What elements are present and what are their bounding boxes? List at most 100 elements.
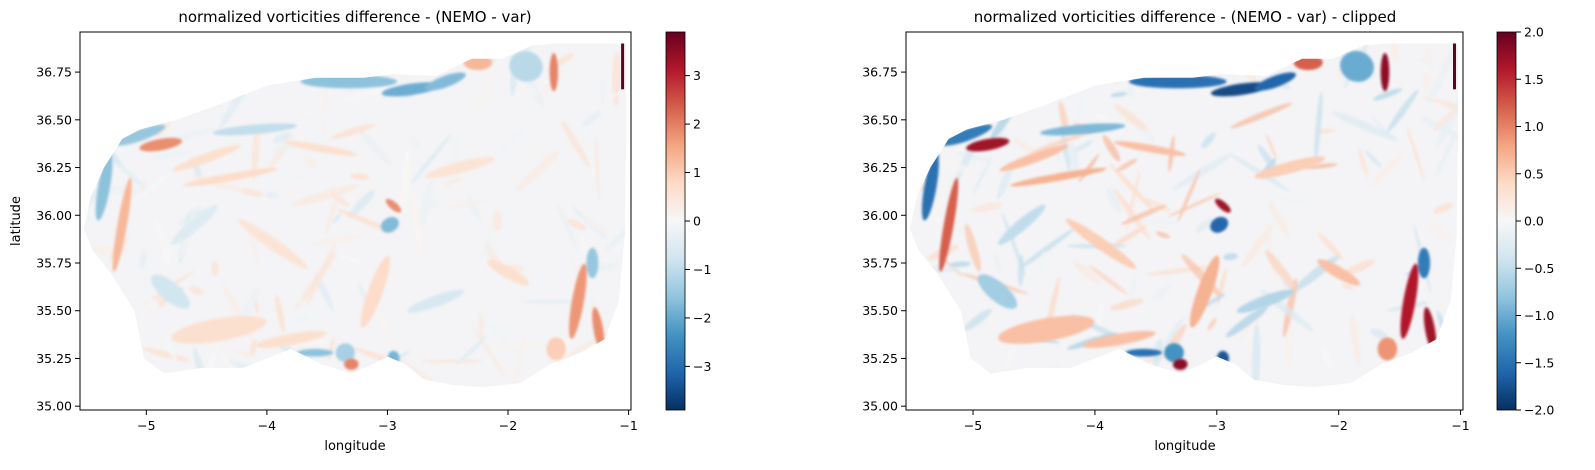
right-colorbar-ticks: −2.0 −1.5 −1.0 −0.5 0.0 0.5 1.0 1.5 2.0 xyxy=(1516,25,1554,418)
right-front-feature xyxy=(999,144,1069,172)
left-front-feature xyxy=(297,348,334,357)
left-texture-streak xyxy=(177,205,202,227)
left-front-feature xyxy=(183,167,279,187)
right-texture-streak xyxy=(1308,43,1336,48)
left-texture-streak xyxy=(154,216,171,267)
right-texture-streak xyxy=(1172,153,1233,190)
right-colorbar-tick-label: 1.0 xyxy=(1524,119,1544,134)
left-texture-streak xyxy=(305,243,336,308)
left-y-tick-label: 36.00 xyxy=(36,208,72,223)
right-texture-streak xyxy=(1090,43,1128,50)
left-texture-streak xyxy=(595,135,600,202)
right-x-tick-label: −1 xyxy=(1451,418,1469,433)
left-front-feature xyxy=(112,177,132,272)
right-texture-streak xyxy=(946,50,959,88)
right-texture-streak xyxy=(1341,284,1354,290)
right-front-feature xyxy=(1400,263,1419,339)
right-y-tick-label: 35.00 xyxy=(862,399,898,414)
left-texture-streak xyxy=(409,187,424,257)
left-texture-streak xyxy=(352,154,365,162)
left-x-tick-label: −2 xyxy=(499,418,517,433)
left-y-tick-label: 35.50 xyxy=(36,303,72,318)
right-texture-streak xyxy=(1081,52,1118,84)
right-front-feature xyxy=(1254,156,1326,179)
left-texture-streak xyxy=(275,294,285,333)
right-colorbar: −2.0 −1.5 −1.0 −0.5 0.0 0.5 1.0 1.5 2.0 xyxy=(1496,25,1554,418)
left-texture-streak xyxy=(235,350,257,358)
right-texture-streak xyxy=(1113,188,1151,240)
left-front-feature xyxy=(172,144,241,172)
right-texture-streak xyxy=(1169,43,1197,69)
left-colorbar-tick-label: 0 xyxy=(693,214,701,229)
left-texture-streak xyxy=(310,235,362,245)
left-front-feature xyxy=(300,74,398,89)
left-texture-streak xyxy=(153,43,157,86)
left-texture-streak xyxy=(359,130,393,167)
right-front-feature xyxy=(1215,198,1231,213)
right-front-feature xyxy=(1236,289,1295,313)
left-heatmap-field xyxy=(83,43,627,388)
left-texture-streak xyxy=(336,254,365,265)
right-colorbar-gradient xyxy=(1496,31,1517,411)
left-texture-streak xyxy=(521,299,577,304)
left-texture-streak xyxy=(350,173,370,180)
right-texture-streak xyxy=(1436,129,1458,176)
right-features xyxy=(921,50,1437,370)
right-texture-streak xyxy=(1195,218,1213,234)
right-y-tick-label: 36.00 xyxy=(862,208,898,223)
right-y-tick-label: 35.75 xyxy=(862,256,898,271)
right-texture-streak xyxy=(1113,103,1149,132)
right-front-feature xyxy=(998,204,1046,245)
right-x-tick-label: −4 xyxy=(1086,418,1104,433)
right-texture-streak xyxy=(911,329,924,388)
left-y-tick-label: 35.00 xyxy=(36,399,72,414)
right-texture-streak xyxy=(1096,299,1104,334)
right-texture-streak xyxy=(909,329,923,343)
left-texture-streak xyxy=(113,325,130,362)
right-texture-streak xyxy=(1112,225,1147,247)
right-front-feature xyxy=(1417,247,1431,279)
left-texture-streak xyxy=(489,126,526,162)
right-texture-streak xyxy=(1116,158,1138,172)
left-front-feature xyxy=(387,350,400,367)
left-front-feature xyxy=(486,259,530,286)
right-front-feature xyxy=(1377,337,1398,361)
left-texture-streak xyxy=(492,211,502,232)
left-texture-streak xyxy=(151,150,194,160)
right-texture-streak xyxy=(1201,132,1216,148)
right-colorbar-tick-label: 1.5 xyxy=(1524,72,1544,87)
left-texture-streak xyxy=(481,316,529,364)
right-texture-streak xyxy=(1105,188,1122,213)
left-colorbar-ticks: −3 −2 −1 0 1 2 3 xyxy=(685,68,711,374)
right-front-feature xyxy=(1164,343,1184,363)
right-colorbar-tick-label: −1.5 xyxy=(1524,355,1554,370)
left-front-feature xyxy=(171,204,218,245)
left-texture-streak xyxy=(128,172,173,204)
right-texture-streak xyxy=(1370,328,1388,339)
left-texture-streak xyxy=(231,368,266,388)
left-front-feature xyxy=(344,358,359,370)
left-texture-streak xyxy=(208,335,234,372)
right-texture-streak xyxy=(1305,163,1338,169)
right-texture-streak xyxy=(1390,43,1400,61)
right-texture-streak xyxy=(1428,221,1452,242)
left-axes-frame xyxy=(79,31,632,411)
left-texture-streak xyxy=(574,357,584,369)
right-texture-streak xyxy=(1230,102,1293,129)
left-texture-streak xyxy=(610,357,618,388)
right-texture-streak xyxy=(1433,203,1454,214)
right-texture-streak xyxy=(1252,323,1261,388)
right-texture-streak xyxy=(1282,278,1298,338)
left-texture-streak xyxy=(83,324,93,345)
right-texture-streak xyxy=(1110,92,1128,98)
left-texture-streak xyxy=(239,188,264,197)
left-texture-streak xyxy=(155,94,210,101)
left-texture-streak xyxy=(410,137,421,149)
left-texture-streak xyxy=(285,360,306,388)
left-front-feature xyxy=(569,263,587,339)
right-front-feature xyxy=(998,315,1095,344)
right-texture-streak xyxy=(1110,298,1144,311)
left-texture-streak xyxy=(322,185,334,199)
right-front-feature xyxy=(1083,330,1156,348)
